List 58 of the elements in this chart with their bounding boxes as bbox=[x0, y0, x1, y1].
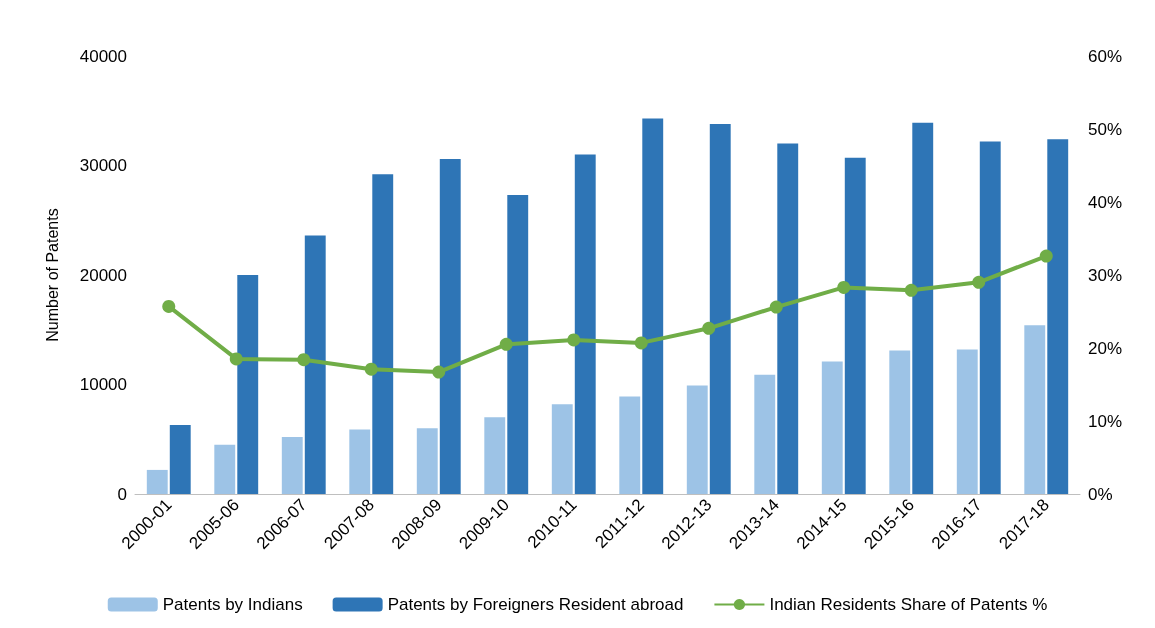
y2-tick-label: 40% bbox=[1088, 192, 1123, 212]
bar bbox=[551, 404, 573, 494]
legend-label: Indian Residents Share of Patents % bbox=[769, 595, 1048, 614]
point bbox=[1039, 249, 1053, 263]
point bbox=[162, 299, 176, 313]
bar bbox=[844, 157, 866, 494]
point bbox=[297, 353, 311, 367]
y-tick-label: 20000 bbox=[79, 265, 127, 285]
y2-tick-label: 20% bbox=[1088, 338, 1123, 358]
bar bbox=[169, 425, 191, 494]
bar bbox=[214, 444, 236, 494]
bar bbox=[821, 361, 843, 494]
bar bbox=[484, 417, 506, 494]
bar bbox=[574, 154, 596, 494]
bar bbox=[709, 123, 731, 494]
bar bbox=[754, 374, 776, 494]
point bbox=[229, 352, 243, 366]
point bbox=[432, 365, 446, 379]
bar bbox=[304, 235, 326, 494]
point bbox=[702, 321, 716, 335]
bar bbox=[146, 469, 168, 494]
y-tick-label: 10000 bbox=[79, 375, 127, 394]
point bbox=[904, 283, 918, 297]
bar bbox=[619, 396, 641, 494]
bar bbox=[777, 143, 799, 494]
bar bbox=[912, 122, 934, 494]
y2-tick-label: 50% bbox=[1088, 119, 1123, 139]
y-tick-label: 0 bbox=[117, 484, 127, 504]
bar bbox=[281, 437, 303, 494]
bar bbox=[349, 429, 371, 494]
bar bbox=[372, 174, 394, 494]
bar bbox=[439, 158, 461, 494]
bar bbox=[956, 349, 978, 494]
bar bbox=[1024, 325, 1046, 494]
bar bbox=[979, 141, 1001, 494]
y-axis-title: Number of Patents bbox=[43, 208, 61, 342]
point bbox=[364, 362, 378, 376]
bar bbox=[642, 118, 664, 494]
y2-tick-label: 0% bbox=[1088, 484, 1113, 504]
point bbox=[499, 337, 513, 351]
point bbox=[567, 333, 581, 347]
point bbox=[634, 336, 648, 350]
y2-tick-label: 30% bbox=[1088, 265, 1123, 285]
legend-label: Patents by Foreigners Resident abroad bbox=[387, 595, 684, 614]
bar bbox=[237, 275, 259, 494]
bar bbox=[507, 195, 529, 494]
y-tick-label: 30000 bbox=[79, 156, 127, 175]
y-tick-label: 40000 bbox=[79, 46, 127, 66]
y2-tick-label: 60% bbox=[1088, 46, 1123, 66]
point bbox=[769, 300, 783, 314]
bar bbox=[686, 385, 708, 494]
bar bbox=[1047, 139, 1069, 494]
y2-tick-label: 10% bbox=[1088, 411, 1123, 431]
bar bbox=[416, 428, 438, 494]
legend-label: Patents by Indians bbox=[162, 595, 303, 614]
bar bbox=[889, 350, 911, 494]
point bbox=[972, 275, 986, 289]
point bbox=[837, 280, 851, 294]
